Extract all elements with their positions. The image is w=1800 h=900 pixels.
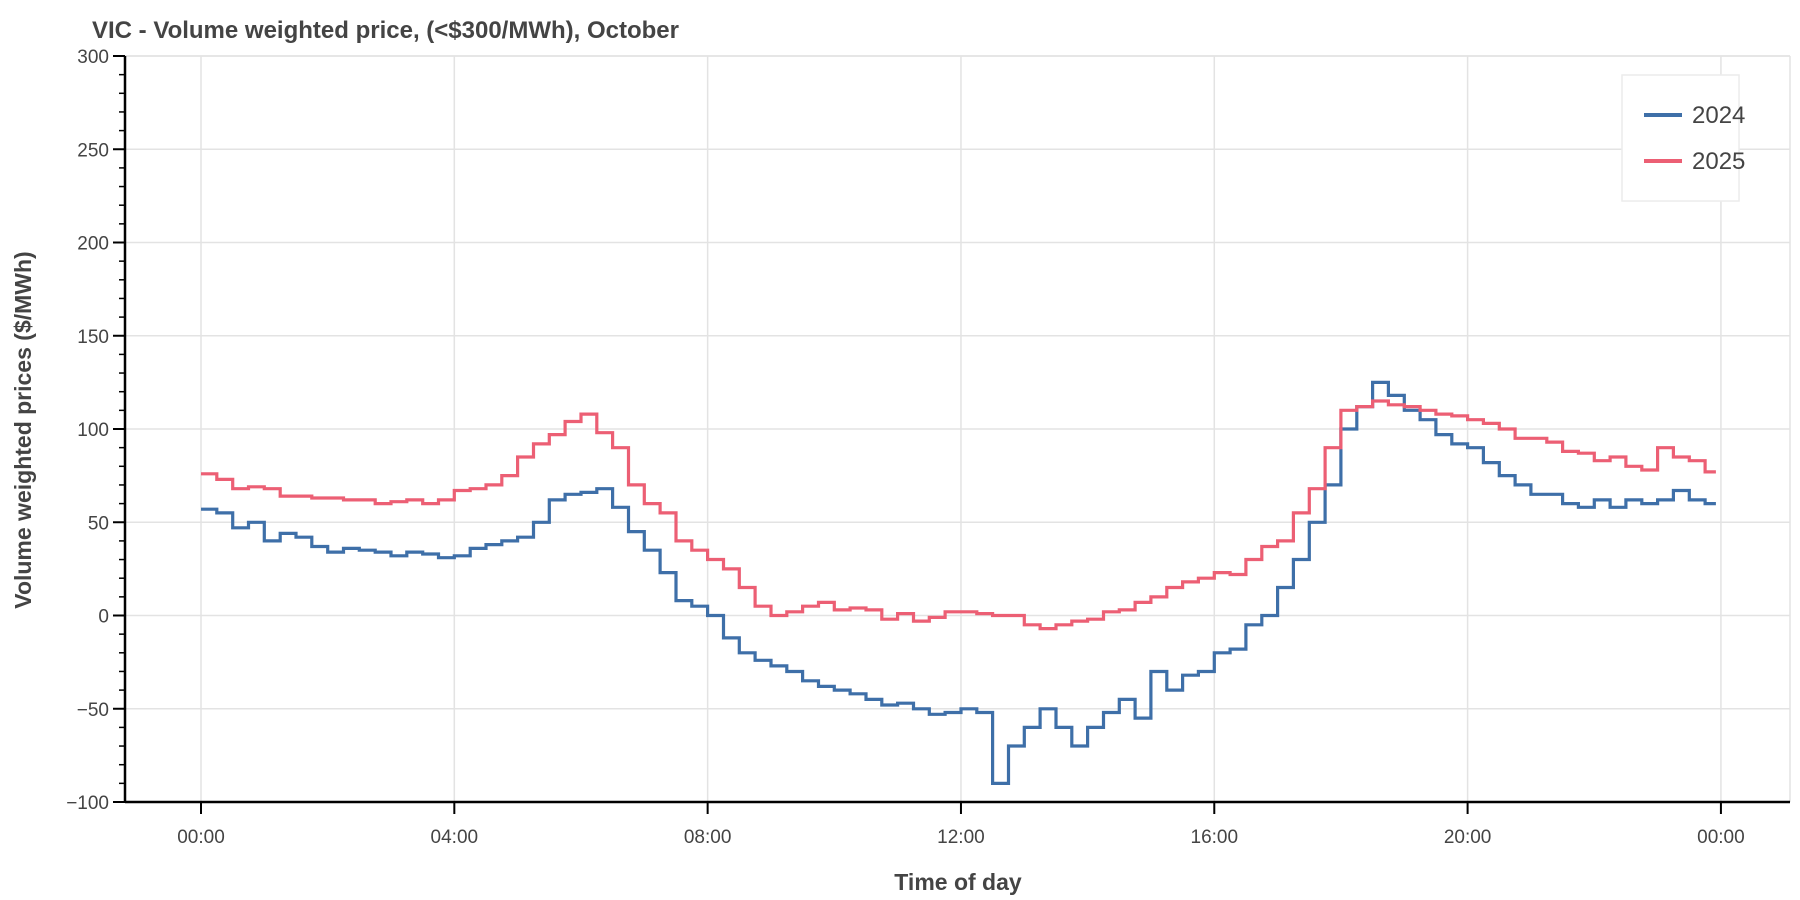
x-tick-label: 00:00 [1697, 827, 1745, 848]
x-tick-label: 08:00 [684, 827, 732, 848]
legend-label-2024: 2024 [1692, 102, 1745, 129]
series-line-2025 [201, 399, 1716, 631]
x-tick-label: 00:00 [177, 827, 225, 848]
y-tick-label: 0 [98, 607, 109, 628]
y-tick-label: −100 [66, 793, 109, 814]
chart-title: VIC - Volume weighted price, (<$300/MWh)… [92, 17, 679, 44]
y-tick-label: 200 [77, 234, 109, 255]
series-group [201, 380, 1716, 785]
legend: 2024 2025 [1621, 74, 1745, 202]
x-axis-label: Time of day [894, 869, 1022, 895]
axes: 300 250 200 150 100 50 0 −50 −100 00:00 04:00 08:00… [66, 47, 1790, 848]
y-tick-label: 50 [88, 513, 109, 534]
y-tick-label: 250 [77, 140, 109, 161]
y-tick-label: −50 [77, 700, 109, 721]
x-tick-label: 20:00 [1444, 827, 1492, 848]
grid [125, 55, 1791, 803]
y-tick-label: 100 [77, 420, 109, 441]
series-line-2024 [201, 380, 1716, 785]
x-tick-label: 12:00 [937, 827, 985, 848]
y-tick-label: 300 [77, 47, 109, 68]
y-tick-label: 150 [77, 327, 109, 348]
y-axis-label: Volume weighted prices ($/MWh) [10, 251, 36, 608]
x-tick-label: 16:00 [1191, 827, 1239, 848]
legend-box [1621, 74, 1740, 202]
x-tick-label: 04:00 [431, 827, 479, 848]
legend-label-2025: 2025 [1692, 148, 1745, 175]
